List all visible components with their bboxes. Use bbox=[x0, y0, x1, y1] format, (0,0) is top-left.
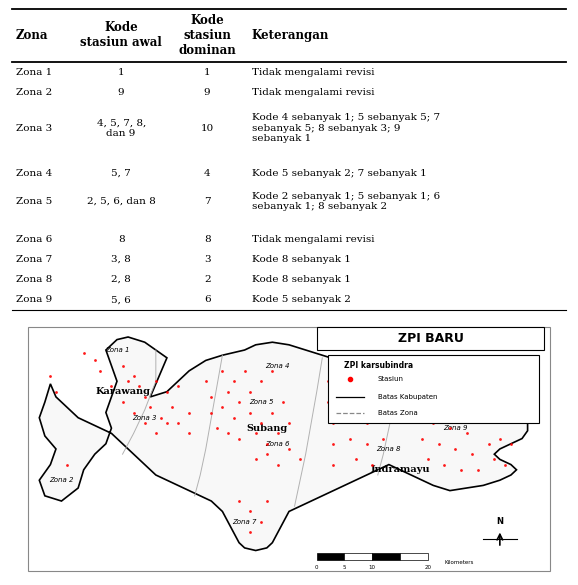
Text: Zona 7: Zona 7 bbox=[16, 255, 52, 264]
Text: 5, 7: 5, 7 bbox=[112, 169, 131, 178]
FancyBboxPatch shape bbox=[28, 326, 550, 572]
Text: Kode
stasiun
dominan: Kode stasiun dominan bbox=[178, 14, 236, 57]
Text: Kode 5 sebanyak 2; 7 sebanyak 1: Kode 5 sebanyak 2; 7 sebanyak 1 bbox=[252, 169, 427, 178]
Text: 4, 5, 7, 8,
dan 9: 4, 5, 7, 8, dan 9 bbox=[97, 119, 146, 138]
Text: Zona 6: Zona 6 bbox=[266, 441, 290, 447]
Text: 5: 5 bbox=[343, 565, 346, 570]
Text: 8: 8 bbox=[118, 235, 124, 243]
Text: 9: 9 bbox=[118, 88, 124, 97]
Text: 1: 1 bbox=[118, 68, 124, 77]
Text: 0: 0 bbox=[315, 565, 318, 570]
Text: Tidak mengalami revisi: Tidak mengalami revisi bbox=[252, 235, 375, 243]
Text: Kode 2 sebanyak 1; 5 sebanyak 1; 6
sebanyak 1; 8 sebanyak 2: Kode 2 sebanyak 1; 5 sebanyak 1; 6 seban… bbox=[252, 192, 440, 211]
FancyBboxPatch shape bbox=[317, 326, 544, 350]
FancyBboxPatch shape bbox=[317, 553, 344, 560]
Text: Zona: Zona bbox=[16, 29, 49, 42]
Text: Batas Kabupaten: Batas Kabupaten bbox=[378, 394, 438, 400]
Text: 10: 10 bbox=[201, 124, 214, 133]
Text: Zona 5: Zona 5 bbox=[249, 399, 273, 405]
Text: Zona 7: Zona 7 bbox=[232, 519, 257, 525]
Text: N: N bbox=[497, 517, 503, 526]
Text: Zona 9: Zona 9 bbox=[16, 295, 52, 304]
Text: Zona 6: Zona 6 bbox=[16, 235, 52, 243]
Text: 9: 9 bbox=[204, 88, 210, 97]
Text: Karawang: Karawang bbox=[95, 387, 150, 396]
Text: 2: 2 bbox=[204, 275, 210, 284]
FancyBboxPatch shape bbox=[400, 553, 428, 560]
Text: Zona 9: Zona 9 bbox=[443, 425, 468, 431]
Text: 1: 1 bbox=[204, 68, 210, 77]
Text: Kode 8 sebanyak 1: Kode 8 sebanyak 1 bbox=[252, 255, 351, 264]
Text: 10: 10 bbox=[369, 565, 376, 570]
Text: Zona 5: Zona 5 bbox=[16, 197, 52, 206]
Text: Zona 2: Zona 2 bbox=[16, 88, 52, 97]
Text: Tidak mengalami revisi: Tidak mengalami revisi bbox=[252, 88, 375, 97]
Text: 3: 3 bbox=[204, 255, 210, 264]
Text: Tidak mengalami revisi: Tidak mengalami revisi bbox=[252, 68, 375, 77]
Text: 2, 8: 2, 8 bbox=[112, 275, 131, 284]
Text: ZPI karsubindra: ZPI karsubindra bbox=[344, 361, 414, 370]
Text: Zona 8: Zona 8 bbox=[377, 446, 401, 452]
Text: 6: 6 bbox=[204, 295, 210, 304]
FancyBboxPatch shape bbox=[344, 553, 372, 560]
Text: 5, 6: 5, 6 bbox=[112, 295, 131, 304]
FancyBboxPatch shape bbox=[372, 553, 400, 560]
Polygon shape bbox=[39, 337, 528, 550]
Text: Kode 8 sebanyak 1: Kode 8 sebanyak 1 bbox=[252, 275, 351, 284]
Text: 7: 7 bbox=[204, 197, 210, 206]
Text: Indramayu: Indramayu bbox=[370, 465, 429, 474]
Text: Zona 1: Zona 1 bbox=[16, 68, 52, 77]
Text: Kode 5 sebanyak 2: Kode 5 sebanyak 2 bbox=[252, 295, 351, 304]
Text: Zona 4: Zona 4 bbox=[16, 169, 52, 178]
Text: Kode 4 sebanyak 1; 5 sebanyak 5; 7
sebanyak 5; 8 sebanyak 3; 9
sebanyak 1: Kode 4 sebanyak 1; 5 sebanyak 5; 7 seban… bbox=[252, 113, 440, 143]
Text: Zona 3: Zona 3 bbox=[132, 415, 157, 421]
Text: Zona 4: Zona 4 bbox=[266, 363, 290, 369]
Text: 2, 5, 6, dan 8: 2, 5, 6, dan 8 bbox=[87, 197, 155, 206]
Text: Zona 2: Zona 2 bbox=[49, 477, 74, 483]
FancyBboxPatch shape bbox=[328, 355, 539, 423]
Text: Zona 8: Zona 8 bbox=[16, 275, 52, 284]
Text: 20: 20 bbox=[424, 565, 431, 570]
Text: 4: 4 bbox=[204, 169, 210, 178]
Text: Kilometers: Kilometers bbox=[444, 560, 474, 565]
Text: 3, 8: 3, 8 bbox=[112, 255, 131, 264]
Text: Kode
stasiun awal: Kode stasiun awal bbox=[80, 22, 162, 50]
Text: Stasiun: Stasiun bbox=[378, 376, 404, 381]
Text: ZPI BARU: ZPI BARU bbox=[398, 332, 464, 345]
Text: Batas Zona: Batas Zona bbox=[378, 410, 417, 415]
Text: 8: 8 bbox=[204, 235, 210, 243]
Text: Keterangan: Keterangan bbox=[252, 29, 329, 42]
Text: Zona 3: Zona 3 bbox=[16, 124, 52, 133]
Text: Zona 1: Zona 1 bbox=[105, 347, 129, 353]
Text: Subang: Subang bbox=[246, 424, 287, 433]
